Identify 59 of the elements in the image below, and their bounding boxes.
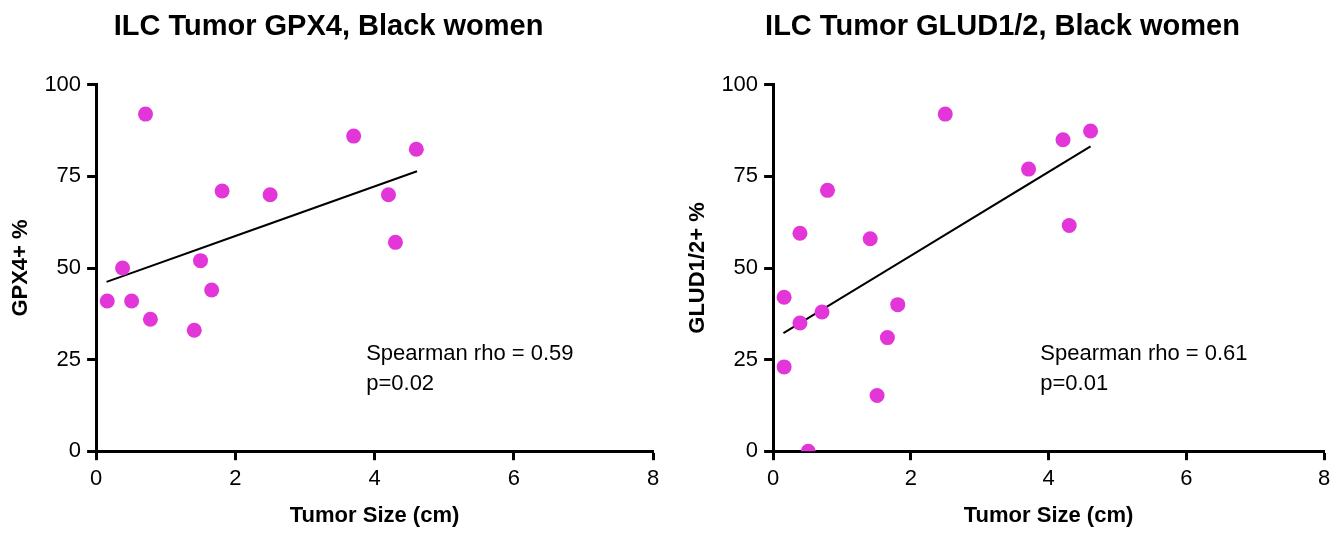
point bbox=[186, 322, 202, 338]
point bbox=[1021, 161, 1037, 177]
point bbox=[214, 183, 230, 199]
point bbox=[380, 187, 396, 203]
annotation: p=0.02 bbox=[366, 369, 435, 395]
point bbox=[937, 106, 953, 122]
annotation: Spearman rho = 0.61 bbox=[1040, 339, 1248, 365]
point bbox=[115, 260, 131, 276]
point bbox=[792, 225, 808, 241]
point bbox=[124, 293, 140, 309]
y-tick-label: 50 bbox=[56, 254, 82, 280]
x-tick-label: 0 bbox=[89, 465, 103, 491]
chart-title: ILC Tumor GPX4, Black women bbox=[113, 9, 544, 42]
point bbox=[142, 311, 158, 327]
x-tick-label: 4 bbox=[1042, 465, 1055, 491]
x-tick-label: 2 bbox=[904, 465, 917, 491]
point bbox=[262, 187, 278, 203]
point bbox=[99, 293, 115, 309]
x-tick-label: 0 bbox=[766, 465, 780, 491]
chart-title: ILC Tumor GLUD1/2, Black women bbox=[765, 9, 1240, 42]
x-tick-label: 2 bbox=[229, 465, 242, 491]
y-axis-title: GLUD1/2+ % bbox=[684, 202, 710, 334]
x-tick-label: 8 bbox=[646, 465, 660, 491]
point bbox=[776, 289, 792, 305]
point bbox=[1083, 123, 1099, 139]
point bbox=[862, 231, 878, 247]
point bbox=[879, 330, 895, 346]
y-tick-label: 100 bbox=[44, 70, 82, 96]
y-tick-label: 0 bbox=[745, 437, 759, 463]
y-tick-label: 0 bbox=[68, 437, 82, 463]
y-tick-label: 75 bbox=[733, 162, 759, 188]
point bbox=[776, 359, 792, 375]
y-tick-label: 100 bbox=[721, 70, 759, 96]
y-tick-label: 50 bbox=[733, 254, 759, 280]
point bbox=[346, 128, 362, 144]
y-tick-label: 25 bbox=[733, 345, 759, 371]
point bbox=[408, 141, 424, 157]
x-tick-label: 6 bbox=[1180, 465, 1193, 491]
y-tick-label: 75 bbox=[56, 162, 82, 188]
x-axis-title: Tumor Size (cm) bbox=[289, 501, 460, 527]
point bbox=[193, 253, 209, 269]
x-tick-label: 4 bbox=[368, 465, 381, 491]
annotation: p=0.01 bbox=[1040, 369, 1109, 395]
annotation: Spearman rho = 0.59 bbox=[366, 339, 574, 365]
y-axis-title: GPX4+ % bbox=[7, 219, 33, 317]
point bbox=[1055, 132, 1071, 148]
y-tick-label: 25 bbox=[56, 345, 82, 371]
point bbox=[792, 315, 808, 331]
point bbox=[1061, 218, 1077, 233]
point bbox=[814, 304, 830, 320]
point bbox=[387, 234, 403, 250]
point bbox=[820, 182, 836, 198]
x-tick-label: 6 bbox=[507, 465, 520, 491]
point bbox=[890, 297, 906, 313]
x-tick-label: 8 bbox=[1317, 465, 1331, 491]
point bbox=[204, 282, 220, 298]
point bbox=[869, 388, 885, 404]
point bbox=[138, 106, 154, 122]
x-axis-title: Tumor Size (cm) bbox=[963, 501, 1134, 527]
